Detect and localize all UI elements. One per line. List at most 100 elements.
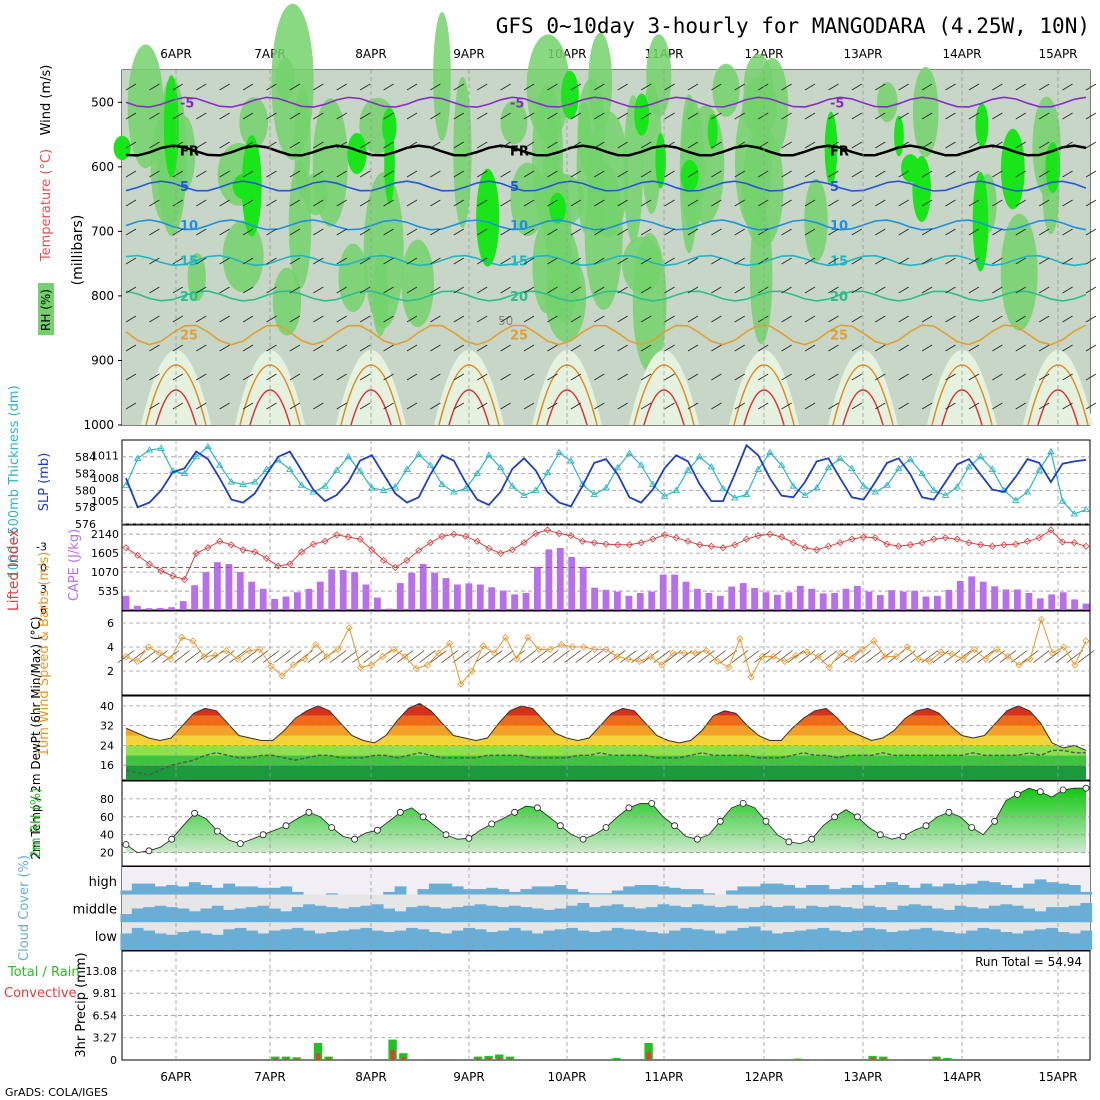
li-point (941, 534, 950, 542)
li-point (696, 541, 704, 549)
wind-barb (172, 112, 184, 120)
wind-barb-10m (519, 650, 537, 663)
cloud-bar (634, 885, 647, 895)
cloud-bar (1046, 927, 1058, 950)
temp-band (126, 703, 1086, 706)
wind-barb (430, 112, 441, 120)
wind-barb (172, 199, 184, 207)
cloud-bar (143, 930, 155, 950)
wind-barb (219, 257, 230, 265)
wind-barb (523, 141, 535, 149)
wind-barb (851, 141, 863, 149)
temp-contour-label: FR (830, 145, 849, 160)
wind-barb (757, 315, 769, 323)
wind-barb-10m (586, 650, 604, 663)
cloud-bar (840, 907, 853, 923)
wind-barb (617, 373, 628, 381)
wind-barb-10m (240, 650, 258, 663)
cloud-bar (863, 905, 875, 923)
cape-bar (442, 578, 450, 610)
wind-speed-point (635, 657, 644, 665)
cape-bar (831, 593, 838, 610)
cape-bar (1025, 593, 1033, 610)
wind-barb (336, 112, 347, 120)
date-label-bottom: 14APR (942, 1070, 981, 1084)
wind-barb (687, 112, 699, 120)
cloud-bar (737, 908, 750, 923)
li-point (262, 554, 271, 562)
wind-speed-point (1082, 637, 1090, 645)
cloud-bar (1011, 933, 1024, 950)
wind-speed-point (937, 648, 945, 656)
precip-total-bar (495, 1054, 504, 1060)
wind-barb (266, 228, 277, 236)
li-point (988, 542, 996, 550)
wind-barb (477, 83, 488, 91)
li-point (169, 572, 177, 580)
temp-band (126, 715, 1086, 726)
cloud-bar (177, 886, 190, 895)
cloud-bar (863, 887, 875, 895)
left-tick-label: 582 (75, 468, 96, 481)
wind-barb (196, 402, 207, 410)
wind-barb-10m (307, 650, 325, 663)
wind-barb (125, 373, 137, 381)
wind-barb (1085, 373, 1097, 381)
precip-total-bar (484, 1055, 493, 1060)
li-point (192, 549, 200, 557)
precip-convective-bar (401, 1057, 406, 1060)
thickness-point (602, 484, 610, 491)
li-point (145, 560, 153, 568)
precip-convective-bar (614, 1059, 619, 1060)
wind-barb (523, 83, 535, 91)
wind-barb-10m (140, 650, 157, 663)
wind-barb (547, 257, 558, 265)
wind-barb (945, 344, 956, 352)
cape-bar (945, 589, 953, 610)
wind-barb (851, 344, 863, 352)
wind-barb (828, 141, 839, 149)
cloud-bar (508, 905, 521, 923)
wind-barb (968, 141, 980, 149)
cloud-bar (1000, 932, 1013, 950)
temp-contour-hot (350, 389, 392, 426)
cloud-bar (188, 911, 201, 923)
wind-barb (757, 344, 769, 352)
li-point (497, 549, 505, 557)
date-label-top: 9APR (453, 47, 484, 61)
cloud-bar (646, 885, 658, 895)
wind-barb (711, 83, 722, 91)
precip-total-bar (932, 1056, 941, 1060)
rh-point (328, 824, 336, 831)
cloud-bar (977, 880, 990, 895)
cloud-bar (394, 911, 407, 923)
wind-barb (336, 228, 347, 236)
cloud-bar (234, 886, 247, 895)
wind-barb (851, 315, 863, 323)
wind-barb (313, 402, 324, 410)
wind-barb (266, 170, 277, 178)
wind-speed-point (803, 648, 811, 656)
wind-barb (219, 402, 230, 410)
wind-barb (1015, 286, 1026, 294)
wind-barb (1038, 344, 1050, 352)
wind-barb (1015, 112, 1026, 120)
wind-barb (125, 83, 137, 91)
cloud-bar (143, 883, 155, 895)
cloud-bar (257, 905, 270, 923)
wind-speed-point (602, 645, 610, 653)
wind-barb (149, 402, 160, 410)
cloud-bar (1068, 933, 1081, 950)
wind-barb (594, 257, 605, 265)
wind-speed-point (524, 633, 532, 641)
wind-barb (875, 170, 886, 178)
cloud-bar (771, 933, 784, 950)
wind-barb-10m (541, 650, 559, 663)
temp-contour-label: 15 (180, 254, 198, 269)
cloud-bar (520, 907, 533, 923)
wind-barb (828, 344, 839, 352)
wind-barb (242, 402, 254, 410)
wind-speed-point (1071, 661, 1079, 669)
li-point (977, 541, 985, 549)
li-tick-label: 6 (40, 604, 47, 617)
